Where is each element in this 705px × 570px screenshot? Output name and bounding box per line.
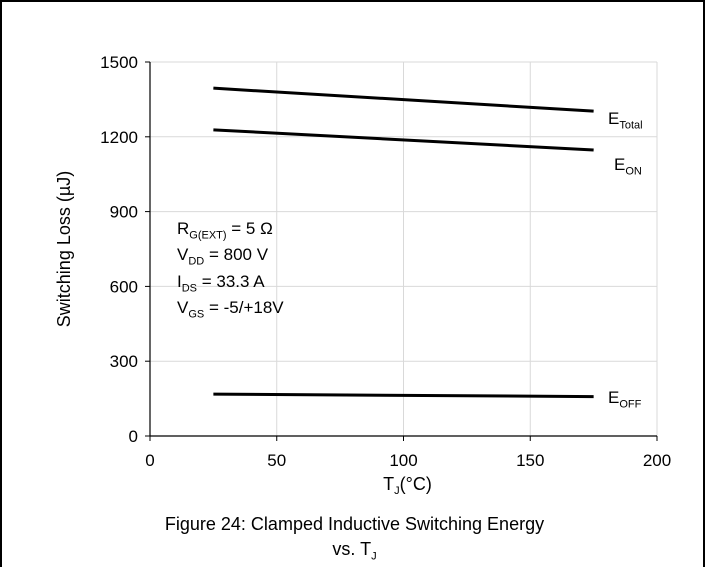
x-tick-label: 200: [643, 451, 671, 470]
x-tick-label: 100: [389, 451, 417, 470]
series-line-total: [213, 86, 594, 113]
series-label-eon: EON: [614, 155, 642, 178]
caption-line-1: Figure 24: Clamped Inductive Switching E…: [164, 514, 545, 534]
x-tick-label: 50: [267, 451, 286, 470]
y-tick-label: 1500: [100, 53, 138, 72]
y-tick-label: 300: [110, 352, 138, 371]
y-axis-title: Switching Loss (µJ): [54, 171, 74, 327]
series-label-etotal: ETotal: [608, 109, 643, 132]
x-tick-label: 150: [516, 451, 544, 470]
condition-ids: IDS = 33.3 A: [177, 271, 265, 295]
series-label-eoff: EOFF: [608, 388, 642, 411]
x-tick-label: 0: [145, 451, 154, 470]
figure-caption: Figure 24: Clamped Inductive Switching E…: [2, 512, 705, 570]
y-tick-label: 0: [129, 427, 138, 446]
x-axis-title: TJ(°C): [383, 474, 432, 497]
test-conditions: RG(EXT) = 5 Ω VDD = 800 V IDS = 33.3 A V…: [177, 219, 284, 325]
y-tick-label: 600: [110, 277, 138, 296]
series-line-off: [213, 392, 594, 399]
condition-vgs: VGS = -5/+18V: [177, 298, 284, 321]
y-tick-label: 1200: [100, 128, 138, 147]
series-line-on: [213, 128, 594, 152]
condition-rg: RG(EXT) = 5 Ω: [177, 219, 273, 242]
y-tick-label: 900: [110, 203, 138, 222]
condition-vdd: VDD = 800 V: [177, 245, 269, 268]
caption-line-2: vs. TJ: [332, 539, 377, 563]
